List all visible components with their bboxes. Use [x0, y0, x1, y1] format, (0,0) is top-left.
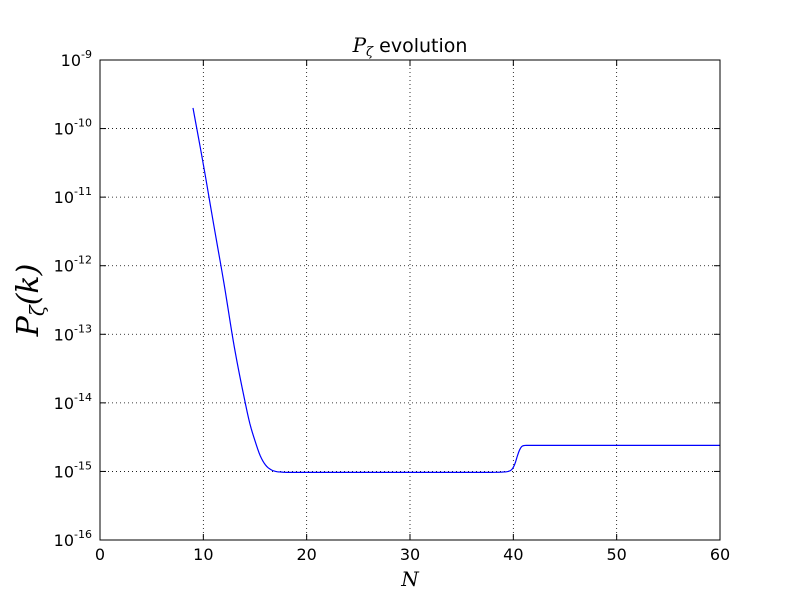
- y-tick-exponent: -13: [74, 322, 92, 335]
- y-tick-exponent: -14: [74, 391, 92, 404]
- y-tick-exponent: -11: [74, 185, 92, 198]
- y-tick-exponent: -9: [81, 48, 92, 61]
- y-tick-label: 10-15: [54, 459, 92, 481]
- y-tick-base: 10: [54, 394, 74, 413]
- x-tick-label: 10: [193, 545, 213, 564]
- series-line: [192, 107, 720, 473]
- y-tick-label: 10-13: [54, 322, 92, 344]
- y-tick-label: 10-12: [54, 254, 92, 276]
- title-text: evolution: [373, 35, 467, 57]
- x-tick-label: 30: [400, 545, 420, 564]
- grid: [100, 60, 720, 540]
- plot-frame: [99, 59, 721, 541]
- y-tick-label: 10-10: [54, 117, 92, 139]
- chart-title: Pζ evolution: [352, 33, 468, 60]
- x-tick-label: 0: [95, 545, 105, 564]
- x-tick-label: 40: [503, 545, 523, 564]
- y-tick-base: 10: [54, 120, 74, 139]
- x-tick-labels: 0 10 20 30 40 50 60: [95, 545, 730, 564]
- y-tick-label: 10-16: [54, 528, 92, 550]
- title-math: P: [352, 33, 367, 57]
- x-tick-label: 60: [710, 545, 730, 564]
- y-tick-base: 10: [54, 188, 74, 207]
- y-tick-label: 10-11: [54, 185, 92, 207]
- y-tick-exponent: -12: [74, 254, 92, 267]
- x-axis-label: N: [400, 567, 420, 591]
- y-tick-base: 10: [61, 51, 81, 70]
- y-axis-label-sub: ζ: [25, 304, 49, 316]
- y-axis-label: Pζ(k): [11, 264, 49, 338]
- y-tick-base: 10: [54, 462, 74, 481]
- x-tick-label: 20: [296, 545, 316, 564]
- y-tick-base: 10: [54, 257, 74, 276]
- y-axis-label-arg: (k): [11, 264, 46, 306]
- y-tick-label: 10-14: [54, 391, 92, 413]
- y-tick-exponent: -16: [74, 528, 92, 541]
- y-tick-exponent: -10: [74, 117, 92, 130]
- y-tick-base: 10: [54, 531, 74, 550]
- title-math-sub: ζ: [366, 45, 374, 60]
- y-tick-label: 10-9: [61, 48, 92, 70]
- y-tick-exponent: -15: [74, 459, 92, 472]
- y-axis-label-main: P: [11, 315, 46, 337]
- y-tick-base: 10: [54, 325, 74, 344]
- x-tick-label: 50: [606, 545, 626, 564]
- series-layer: [192, 107, 720, 473]
